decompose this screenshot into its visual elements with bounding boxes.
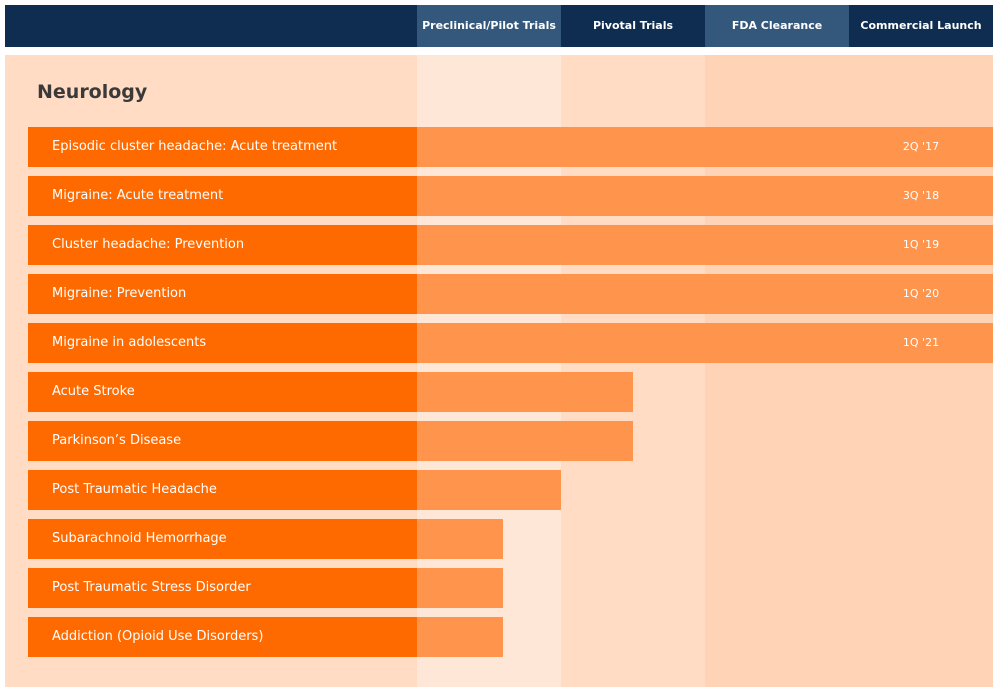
pipeline-chart: Neurology Episodic cluster headache: Acu…	[5, 55, 993, 687]
chart-title: Neurology	[37, 81, 148, 103]
launch-date-label: 1Q '21	[902, 336, 940, 349]
row-label: Cluster headache: Prevention	[28, 225, 417, 265]
launch-date-label: 3Q '18	[902, 189, 940, 202]
row-label: Episodic cluster headache: Acute treatme…	[28, 127, 417, 167]
progress-bar	[417, 176, 993, 216]
row-label: Migraine: Acute treatment	[28, 176, 417, 216]
progress-bar	[417, 323, 993, 363]
stage-header-4: Commercial Launch	[849, 5, 993, 47]
progress-bar	[417, 372, 633, 412]
stage-header-1: Preclinical/Pilot Trials	[417, 5, 561, 47]
stage-header-bar: Preclinical/Pilot Trials Pivotal Trials FD…	[5, 5, 993, 47]
progress-bar	[417, 617, 503, 657]
launch-date-label: 1Q '20	[902, 287, 940, 300]
row-label: Parkinson’s Disease	[28, 421, 417, 461]
progress-bar	[417, 421, 633, 461]
progress-bar	[417, 470, 561, 510]
row-label: Migraine in adolescents	[28, 323, 417, 363]
row-label: Acute Stroke	[28, 372, 417, 412]
launch-date-label: 1Q '19	[902, 238, 940, 251]
progress-bar	[417, 519, 503, 559]
row-label: Post Traumatic Headache	[28, 470, 417, 510]
progress-bar	[417, 127, 993, 167]
row-label: Addiction (Opioid Use Disorders)	[28, 617, 417, 657]
progress-bar	[417, 274, 993, 314]
stage-header-2: Pivotal Trials	[561, 5, 705, 47]
launch-date-label: 2Q '17	[902, 140, 940, 153]
row-label: Migraine: Prevention	[28, 274, 417, 314]
row-label: Subarachnoid Hemorrhage	[28, 519, 417, 559]
progress-bar	[417, 568, 503, 608]
progress-bar	[417, 225, 993, 265]
row-label: Post Traumatic Stress Disorder	[28, 568, 417, 608]
stage-header-3: FDA Clearance	[705, 5, 849, 47]
